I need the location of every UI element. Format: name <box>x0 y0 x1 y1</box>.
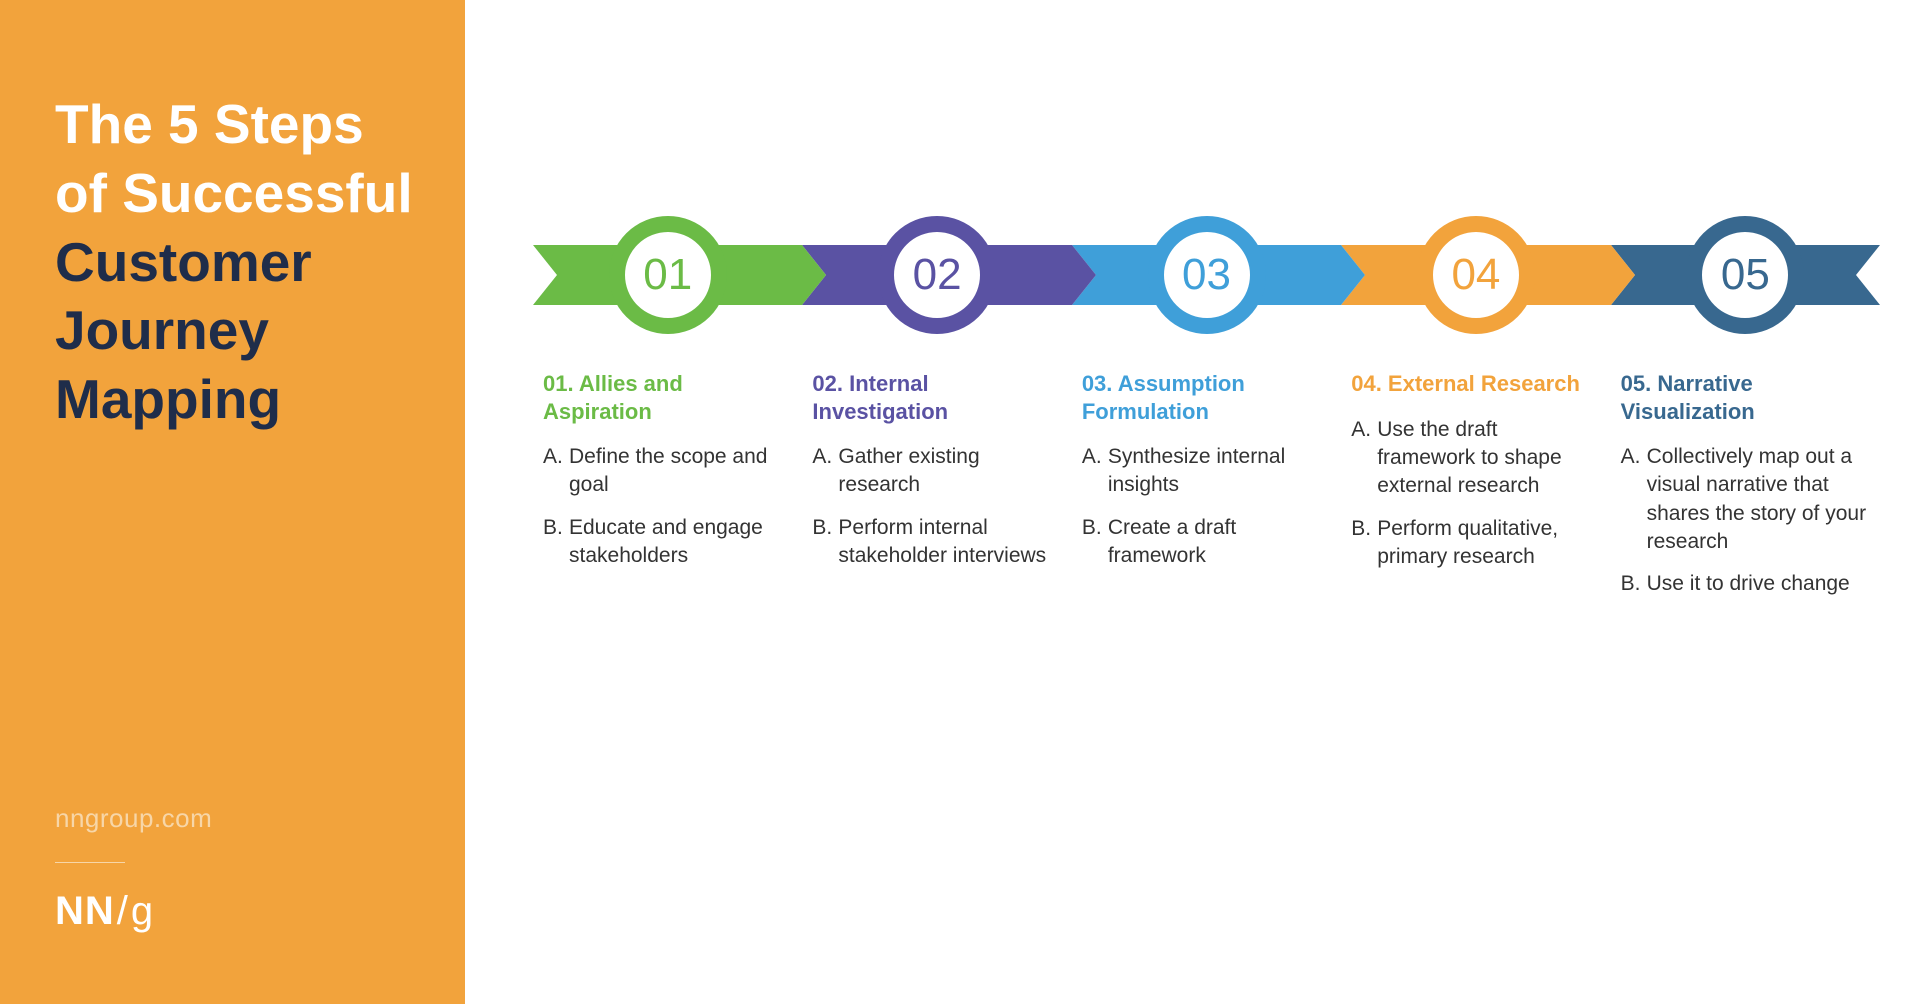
item-letter: A. <box>543 443 569 500</box>
title-line-3: Customer <box>55 228 420 297</box>
item-letter: B. <box>1082 514 1108 571</box>
step-number-1: 01 <box>643 250 692 300</box>
item-text: Educate and engage stakeholders <box>569 514 790 571</box>
item-letter: B. <box>1351 515 1377 572</box>
item-text: Define the scope and goal <box>569 443 790 500</box>
step-item: B.Perform internal stakeholder interview… <box>812 514 1059 571</box>
step-title-4: 04. External Research <box>1351 370 1598 398</box>
step-labels-row: 01. Allies and AspirationA.Define the sc… <box>533 370 1880 613</box>
arrow-segment-2: 02 <box>802 245 1071 305</box>
item-letter: B. <box>1621 570 1647 598</box>
step-circle-2: 02 <box>878 216 996 334</box>
step-items-3: A.Synthesize internal insightsB.Create a… <box>1082 443 1329 570</box>
step-column-5: 05. Narrative Visualization A.Collectivel… <box>1611 370 1880 613</box>
item-letter: B. <box>543 514 569 571</box>
step-title-5: 05. Narrative Visualization <box>1621 370 1868 425</box>
step-item: A.Synthesize internal insights <box>1082 443 1329 500</box>
step-item: A.Collectively map out a visual narrativ… <box>1621 443 1868 556</box>
arrow-segment-5: 05 <box>1611 245 1880 305</box>
logo-slash: / <box>117 889 129 933</box>
step-items-1: A.Define the scope and goalB.Educate and… <box>543 443 790 570</box>
step-item: A.Define the scope and goal <box>543 443 790 500</box>
title-line-2: of Successful <box>55 159 420 228</box>
source-url: nngroup.com <box>55 803 420 834</box>
step-number-2: 02 <box>913 250 962 300</box>
step-number-4: 04 <box>1451 250 1500 300</box>
step-items-2: A.Gather existing researchB.Perform inte… <box>812 443 1059 570</box>
step-item: A.Use the draft framework to shape exter… <box>1351 416 1598 501</box>
divider <box>55 862 125 863</box>
item-letter: B. <box>812 514 838 571</box>
item-text: Collectively map out a visual narrative … <box>1647 443 1868 556</box>
flow-arrow-row: 01 02 03 04 05 <box>533 210 1880 340</box>
step-column-3: 03. Assumption Formulation A.Synthesize i… <box>1072 370 1341 613</box>
step-title-1: 01. Allies and Aspiration <box>543 370 790 425</box>
step-column-1: 01. Allies and Aspiration A.Define the sc… <box>533 370 802 613</box>
step-item: A.Gather existing research <box>812 443 1059 500</box>
item-text: Create a draft framework <box>1108 514 1329 571</box>
footer-block: nngroup.com NN/g <box>55 803 420 944</box>
step-item: B.Educate and engage stakeholders <box>543 514 790 571</box>
step-items-4: A.Use the draft framework to shape exter… <box>1351 416 1598 572</box>
item-text: Gather existing research <box>838 443 1059 500</box>
step-item: B.Perform qualitative, primary research <box>1351 515 1598 572</box>
item-text: Use it to drive change <box>1647 570 1850 598</box>
nng-logo: NN/g <box>55 889 420 934</box>
title-line-1: The 5 Steps <box>55 90 420 159</box>
title-line-5: Mapping <box>55 365 420 434</box>
step-number-3: 03 <box>1182 250 1231 300</box>
right-panel: 0102030405 01. Allies and AspirationA.De… <box>465 0 1920 1004</box>
item-letter: A. <box>1621 443 1647 556</box>
step-circle-3: 03 <box>1148 216 1266 334</box>
item-letter: A. <box>812 443 838 500</box>
step-column-4: 04. External Research A.Use the draft fra… <box>1341 370 1610 613</box>
title-line-4: Journey <box>55 296 420 365</box>
arrow-segment-4: 04 <box>1341 245 1610 305</box>
step-column-2: 02. Internal Investigation A.Gather exist… <box>802 370 1071 613</box>
arrow-segment-3: 03 <box>1072 245 1341 305</box>
item-text: Perform qualitative, primary research <box>1377 515 1598 572</box>
item-text: Use the draft framework to shape externa… <box>1377 416 1598 501</box>
step-title-3: 03. Assumption Formulation <box>1082 370 1329 425</box>
step-circle-1: 01 <box>609 216 727 334</box>
step-item: B.Use it to drive change <box>1621 570 1868 598</box>
step-circle-4: 04 <box>1417 216 1535 334</box>
step-items-5: A.Collectively map out a visual narrativ… <box>1621 443 1868 599</box>
step-title-2: 02. Internal Investigation <box>812 370 1059 425</box>
item-text: Synthesize internal insights <box>1108 443 1329 500</box>
item-letter: A. <box>1082 443 1108 500</box>
step-circle-5: 05 <box>1686 216 1804 334</box>
title-block: The 5 Steps of Successful Customer Journ… <box>55 90 420 434</box>
logo-nn: NN <box>55 889 115 933</box>
left-panel: The 5 Steps of Successful Customer Journ… <box>0 0 465 1004</box>
step-item: B.Create a draft framework <box>1082 514 1329 571</box>
arrow-segment-1: 01 <box>533 245 802 305</box>
item-letter: A. <box>1351 416 1377 501</box>
item-text: Perform internal stakeholder interviews <box>838 514 1059 571</box>
step-number-5: 05 <box>1721 250 1770 300</box>
logo-g: g <box>131 889 154 933</box>
